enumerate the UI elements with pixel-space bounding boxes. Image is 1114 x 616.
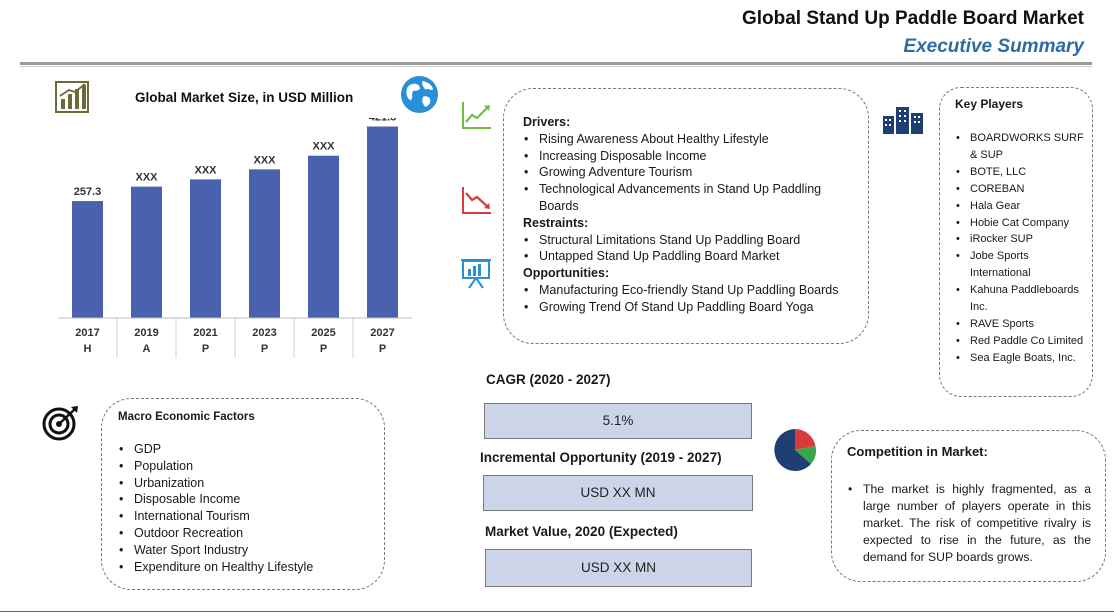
list-item: Hala Gear <box>955 198 1087 215</box>
x-tick-sublabel: P <box>202 343 209 355</box>
target-icon <box>42 406 78 441</box>
key-players-panel <box>939 87 1093 397</box>
bar <box>131 186 162 318</box>
drivers-list: Rising Awareness About Healthy Lifestyle… <box>523 131 858 215</box>
list-item: Expenditure on Healthy Lifestyle <box>118 559 378 576</box>
incremental-opportunity-label: Incremental Opportunity (2019 - 2027) <box>480 450 722 465</box>
drivers-heading: Drivers: <box>523 115 571 129</box>
list-item: Kahuna Paddleboards Inc. <box>955 282 1087 316</box>
decline-chart-icon <box>462 187 491 214</box>
market-size-chart: 257.3 2017 H XXX 2019 A XXX 2021 P XXX 2023 P XXX 202… <box>58 118 412 358</box>
growth-chart-icon <box>462 102 491 129</box>
pie-chart-icon <box>774 429 816 471</box>
list-item: Sea Eagle Boats, Inc. <box>955 350 1087 367</box>
market-value-label: Market Value, 2020 (Expected) <box>485 524 678 539</box>
list-item: COREBAN <box>955 181 1087 198</box>
bar-chart-icon <box>55 81 89 113</box>
cagr-value: 5.1% <box>484 403 752 439</box>
competition-panel <box>831 430 1106 582</box>
page-title: Global Stand Up Paddle Board Market <box>741 8 1084 29</box>
macro-list: GDP Population Urbanization Disposable I… <box>118 441 378 575</box>
list-item: GDP <box>118 441 378 458</box>
data-label: 257.3 <box>74 186 102 198</box>
list-item: Jobe Sports International <box>955 248 1087 282</box>
bar <box>308 155 339 318</box>
x-tick-label: 2027 <box>370 327 394 339</box>
list-item: Structural Limitations Stand Up Paddling… <box>523 232 858 249</box>
data-label: XXX <box>312 141 335 153</box>
market-value-value: USD XX MN <box>485 549 752 587</box>
x-tick-label: 2025 <box>311 327 335 339</box>
opportunities-list: Manufacturing Eco-friendly Stand Up Padd… <box>523 282 858 316</box>
x-tick-sublabel: P <box>261 343 268 355</box>
list-item: Hobie Cat Company <box>955 215 1087 232</box>
list-item: The market is highly fragmented, as a la… <box>847 481 1091 566</box>
key-players-title: Key Players <box>955 97 1024 111</box>
x-tick-label: 2021 <box>193 327 217 339</box>
list-item: Manufacturing Eco-friendly Stand Up Padd… <box>523 282 858 299</box>
competition-title: Competition in Market: <box>847 444 988 459</box>
list-item: Water Sport Industry <box>118 542 378 559</box>
buildings-icon <box>883 107 923 134</box>
restraints-list: Structural Limitations Stand Up Paddling… <box>523 232 858 266</box>
incremental-opportunity-value: USD XX MN <box>483 475 753 511</box>
opportunities-heading: Opportunities: <box>523 266 610 281</box>
key-players-section: BOARDWORKS SURF & SUP BOTE, LLC COREBAN … <box>955 130 1087 367</box>
x-tick-sublabel: P <box>320 343 327 355</box>
bar <box>367 126 398 318</box>
list-item: Growing Trend Of Stand Up Paddling Board… <box>523 299 858 316</box>
list-item: Growing Adventure Tourism <box>523 164 858 181</box>
restraints-heading: Restraints: <box>523 215 589 230</box>
macro-section: GDP Population Urbanization Disposable I… <box>118 441 378 575</box>
header-divider-thin <box>20 66 1092 67</box>
bar <box>72 201 103 318</box>
list-item: BOARDWORKS SURF & SUP <box>955 130 1087 164</box>
cagr-label: CAGR (2020 - 2027) <box>486 372 611 387</box>
list-item: Outdoor Recreation <box>118 525 378 542</box>
data-label: XXX <box>135 172 158 184</box>
list-item: iRocker SUP <box>955 231 1087 248</box>
x-tick-sublabel: H <box>84 343 92 355</box>
header-divider <box>20 62 1092 65</box>
x-tick-sublabel: P <box>379 343 386 355</box>
macro-panel <box>101 398 385 590</box>
data-label: 421.3 <box>369 118 397 124</box>
bar <box>190 179 221 318</box>
macro-title: Macro Economic Factors <box>118 411 255 423</box>
x-tick-label: 2017 <box>75 327 99 339</box>
x-tick-label: 2019 <box>134 327 158 339</box>
list-item: Technological Advancements in Stand Up P… <box>523 181 858 215</box>
chart-title: Global Market Size, in USD Million <box>135 90 354 105</box>
list-item: Red Paddle Co Limited <box>955 333 1087 350</box>
drivers-panel <box>503 88 869 344</box>
list-item: Population <box>118 458 378 475</box>
drivers-section: Drivers: Rising Awareness About Healthy … <box>523 114 858 316</box>
presentation-icon <box>461 259 491 289</box>
globe-icon <box>400 75 439 114</box>
list-item: BOTE, LLC <box>955 164 1087 181</box>
competition-section: The market is highly fragmented, as a la… <box>847 481 1091 566</box>
list-item: Increasing Disposable Income <box>523 148 858 165</box>
page-subtitle: Executive Summary <box>903 36 1084 57</box>
data-label: XXX <box>194 164 217 176</box>
list-item: Disposable Income <box>118 491 378 508</box>
list-item: Urbanization <box>118 475 378 492</box>
x-tick-label: 2023 <box>252 327 276 339</box>
key-players-list: BOARDWORKS SURF & SUP BOTE, LLC COREBAN … <box>955 130 1087 367</box>
list-item: Rising Awareness About Healthy Lifestyle <box>523 131 858 148</box>
list-item: RAVE Sports <box>955 316 1087 333</box>
competition-list: The market is highly fragmented, as a la… <box>847 481 1091 566</box>
footer-divider <box>0 611 1114 612</box>
list-item: International Tourism <box>118 508 378 525</box>
data-label: XXX <box>253 154 276 166</box>
bar <box>249 169 280 318</box>
x-tick-sublabel: A <box>143 343 151 355</box>
list-item: Untapped Stand Up Paddling Board Market <box>523 248 858 265</box>
